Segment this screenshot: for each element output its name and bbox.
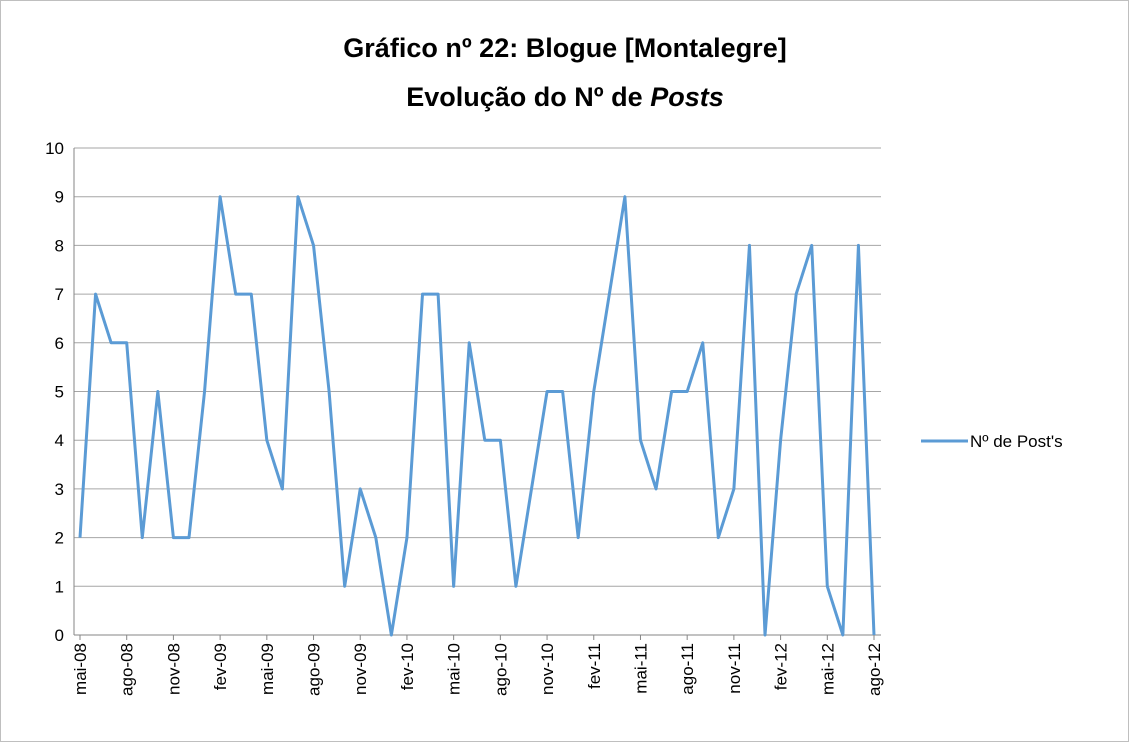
x-tick-label: ago-09 — [305, 643, 324, 696]
x-tick-label: nov-10 — [538, 643, 557, 695]
x-tick-label: mai-12 — [818, 643, 837, 695]
x-tick-label: ago-10 — [491, 643, 510, 696]
y-tick-label: 4 — [55, 431, 64, 450]
chart-title: Gráfico nº 22: Blogue [Montalegre] — [343, 33, 786, 63]
y-tick-label: 6 — [55, 334, 64, 353]
x-tick-label: ago-12 — [865, 643, 884, 696]
x-tick-label: nov-09 — [351, 643, 370, 695]
y-tick-label: 3 — [55, 480, 64, 499]
legend-label: Nº de Post's — [970, 432, 1063, 451]
x-tick-label: mai-11 — [631, 643, 650, 694]
x-tick-label: mai-10 — [445, 643, 464, 695]
y-tick-label: 7 — [55, 285, 64, 304]
y-tick-label: 5 — [55, 383, 64, 402]
x-tick-label: fev-09 — [211, 643, 230, 690]
x-tick-label: fev-12 — [772, 643, 791, 690]
x-tick-label: ago-08 — [118, 643, 137, 696]
x-tick-label: mai-08 — [71, 643, 90, 695]
y-tick-label: 8 — [55, 236, 64, 255]
x-tick-label: fev-11 — [585, 643, 604, 689]
subtitle-italic: Posts — [650, 82, 724, 112]
data-line — [78, 195, 876, 637]
x-tick-label: nov-11 — [725, 643, 744, 694]
chart-subtitle: Evolução do Nº de Posts — [406, 82, 723, 112]
x-tick-label: ago-11 — [678, 643, 697, 695]
y-tick-label: 2 — [55, 529, 64, 548]
y-tick-label: 10 — [45, 139, 64, 158]
y-tick-label: 0 — [55, 626, 64, 645]
y-tick-label: 1 — [55, 577, 64, 596]
y-tick-label: 9 — [55, 188, 64, 207]
x-tick-label: fev-10 — [398, 643, 417, 690]
x-tick-label: mai-09 — [258, 643, 277, 695]
subtitle-text: Evolução do Nº de — [406, 82, 642, 112]
x-tick-label: nov-08 — [164, 643, 183, 695]
